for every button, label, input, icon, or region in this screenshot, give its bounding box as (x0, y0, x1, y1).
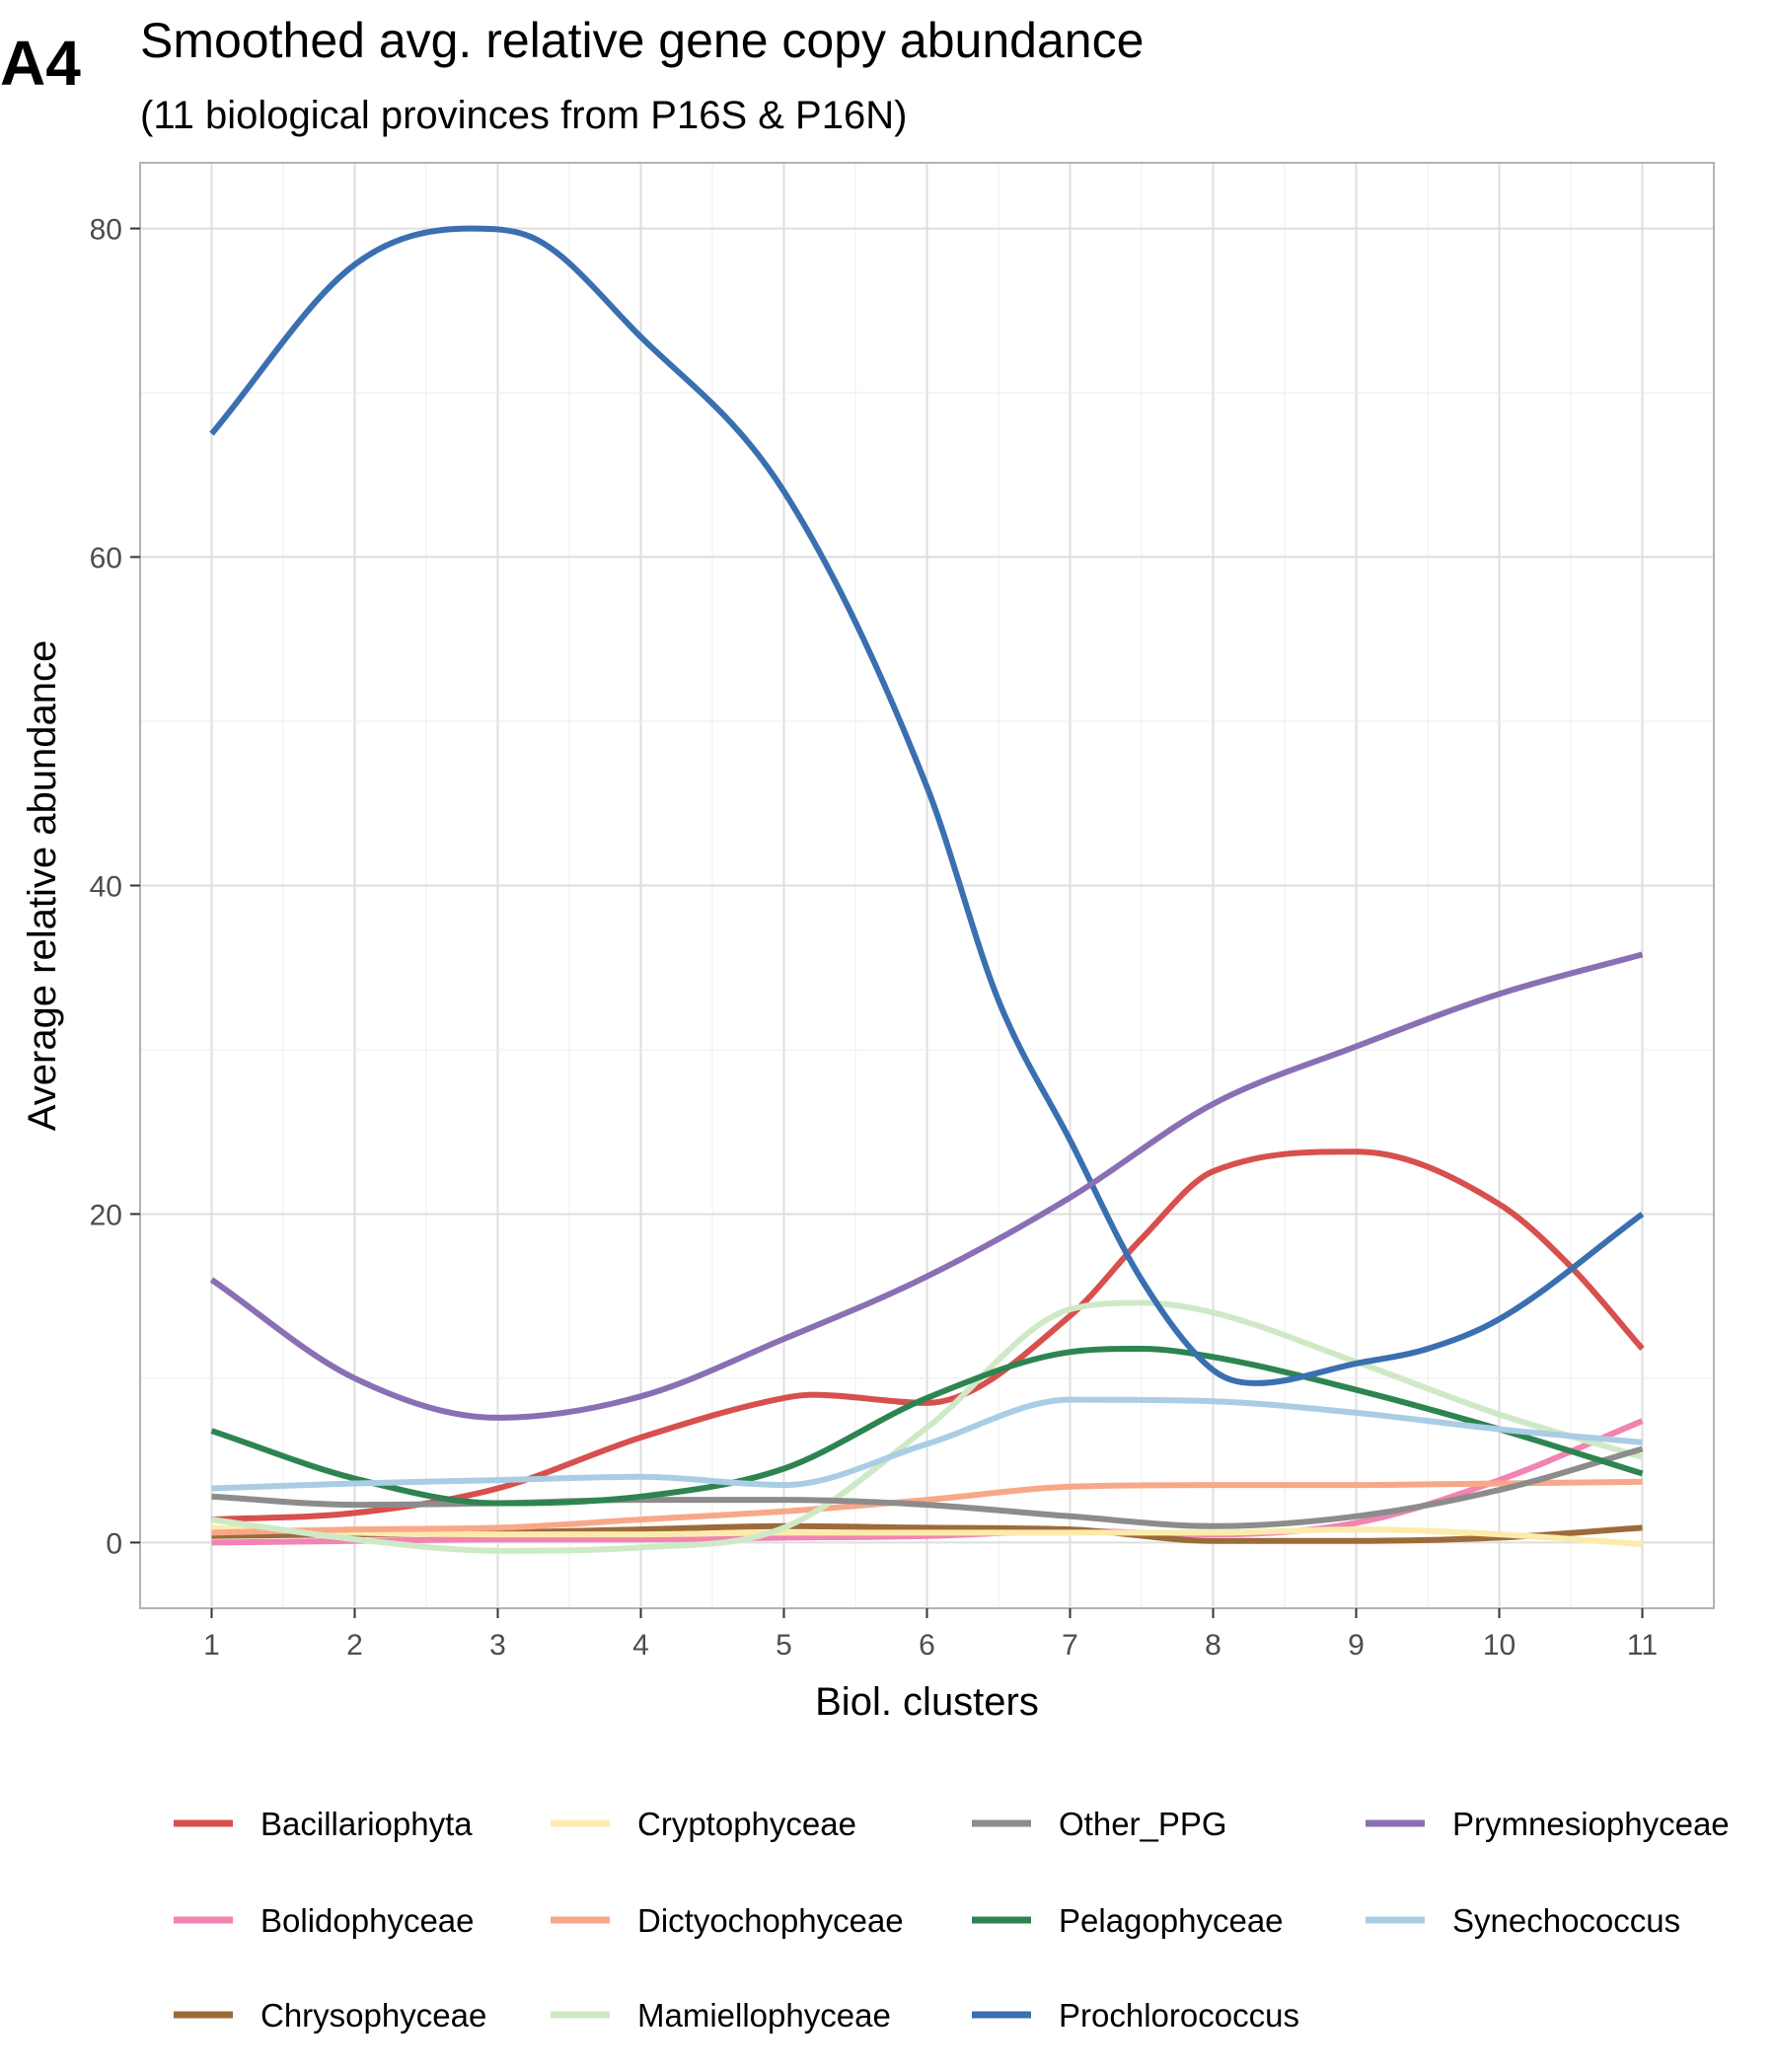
series-line-prymnesiophyceae (209, 951, 1644, 1421)
x-axis-title: Biol. clusters (815, 1680, 1039, 1724)
legend-label-pelagophyceae: Pelagophyceae (1059, 1902, 1284, 1939)
x-tick-label: 9 (1348, 1629, 1365, 1662)
legend-label-other-ppg: Other_PPG (1059, 1806, 1227, 1842)
series-line-mamiellophyceae (211, 1299, 1644, 1554)
chart-subtitle: (11 biological provinces from P16S & P16… (140, 94, 907, 137)
series-line-dictyochophyceae (211, 1478, 1643, 1536)
legend-label-chrysophyceae: Chrysophyceae (260, 1997, 486, 2034)
legend-label-bacillariophyta: Bacillariophyta (260, 1806, 473, 1842)
x-tick-label: 8 (1205, 1629, 1221, 1662)
y-tick-label: 80 (90, 214, 122, 247)
series-line-prochlorococcus (209, 225, 1645, 1386)
legend-label-dictyochophyceae: Dictyochophyceae (637, 1902, 904, 1939)
legend-item-dictyochophyceae: Dictyochophyceae (551, 1902, 904, 1939)
legend-label-cryptophyceae: Cryptophyceae (637, 1806, 856, 1842)
legend: Bacillariophyta Cryptophyceae Other_PPG Pry… (174, 1806, 1730, 2034)
x-tick-label: 10 (1483, 1629, 1516, 1662)
x-tick-label: 7 (1062, 1629, 1078, 1662)
legend-item-pelagophyceae: Pelagophyceae (972, 1902, 1284, 1939)
panel-label: A4 (0, 28, 81, 99)
legend-item-other-ppg: Other_PPG (972, 1806, 1227, 1842)
x-tick-label: 2 (346, 1629, 363, 1662)
legend-label-bolidophyceae: Bolidophyceae (260, 1902, 475, 1939)
legend-item-mamiellophyceae: Mamiellophyceae (551, 1997, 891, 2034)
chart-title: Smoothed avg. relative gene copy abundan… (140, 13, 1144, 68)
y-tick-label: 0 (106, 1527, 122, 1560)
x-tick-label: 1 (203, 1629, 220, 1662)
series-line-bacillariophyta (211, 1148, 1645, 1523)
legend-item-bolidophyceae: Bolidophyceae (174, 1902, 475, 1939)
series-line-other-ppg (211, 1445, 1644, 1529)
series-line-pelagophyceae (210, 1346, 1644, 1507)
y-tick-label: 60 (90, 543, 122, 575)
series-line-cryptophyceae (211, 1524, 1643, 1548)
legend-item-synechococcus: Synechococcus (1366, 1902, 1680, 1939)
series-line-synechococcus (211, 1396, 1643, 1492)
legend-item-prochlorococcus: Prochlorococcus (972, 1997, 1299, 2034)
x-tick-label: 3 (489, 1629, 506, 1662)
axis-ticks: 1 2 3 4 5 6 7 8 9 10 11 0 20 40 60 80 (90, 214, 1658, 1662)
y-axis-title: Average relative abundance (21, 640, 64, 1131)
legend-item-prymnesiophyceae: Prymnesiophyceae (1366, 1806, 1730, 1842)
grid (140, 163, 1714, 1608)
legend-label-prochlorococcus: Prochlorococcus (1059, 1997, 1299, 2034)
y-tick-label: 40 (90, 871, 122, 904)
x-tick-label: 4 (632, 1629, 649, 1662)
legend-item-chrysophyceae: Chrysophyceae (174, 1997, 486, 2034)
series-lines (209, 225, 1645, 1554)
legend-label-mamiellophyceae: Mamiellophyceae (637, 1997, 891, 2034)
x-tick-label: 5 (776, 1629, 792, 1662)
legend-label-prymnesiophyceae: Prymnesiophyceae (1452, 1806, 1730, 1842)
y-tick-label: 20 (90, 1199, 122, 1231)
x-tick-label: 11 (1627, 1629, 1658, 1662)
legend-item-bacillariophyta: Bacillariophyta (174, 1806, 473, 1842)
legend-label-synechococcus: Synechococcus (1452, 1902, 1680, 1939)
x-tick-label: 6 (919, 1629, 935, 1662)
legend-item-cryptophyceae: Cryptophyceae (551, 1806, 856, 1842)
